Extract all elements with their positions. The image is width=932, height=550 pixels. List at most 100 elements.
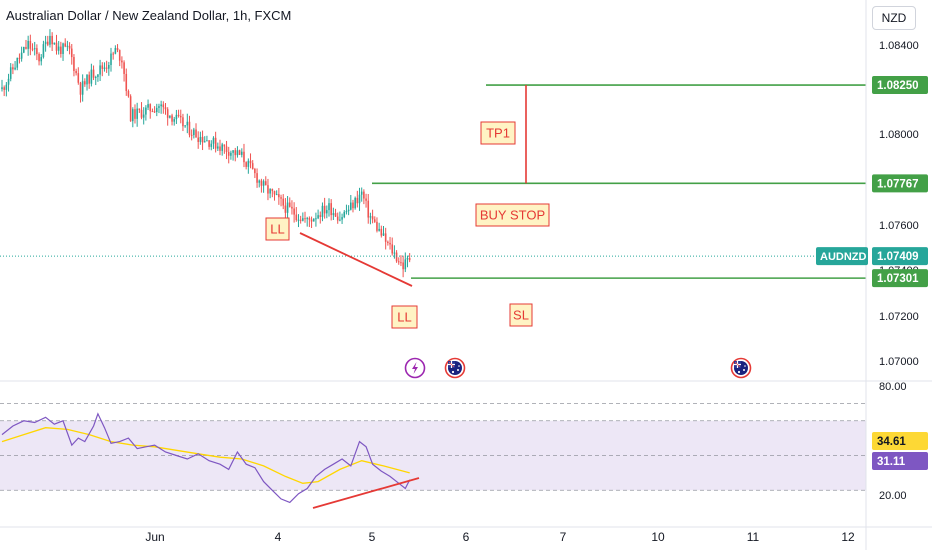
candle	[51, 32, 53, 52]
level-price-tag-bg	[872, 174, 928, 193]
candle-body	[1, 87, 3, 90]
candle	[179, 109, 182, 124]
candle-body	[382, 233, 385, 236]
candle	[49, 29, 51, 48]
candle	[243, 143, 245, 168]
candle	[186, 113, 189, 134]
candle-body	[49, 35, 51, 45]
candle	[241, 148, 243, 158]
candle	[247, 158, 250, 174]
candle	[347, 205, 350, 216]
candle-body	[136, 108, 138, 119]
event-au-flag-icon[interactable]	[730, 357, 752, 379]
candle-body	[64, 43, 67, 47]
candle	[393, 245, 396, 259]
candle-body	[343, 211, 346, 218]
candle	[182, 113, 184, 132]
candle-body	[158, 106, 160, 108]
candle-body	[369, 216, 372, 218]
candle	[382, 226, 385, 236]
candle-body	[108, 65, 110, 69]
candle-body	[193, 129, 195, 136]
time-tick-label: 7	[560, 530, 567, 544]
candle-body	[182, 117, 184, 127]
candle	[400, 255, 402, 267]
candle	[339, 211, 341, 222]
candle-body	[55, 42, 58, 51]
candle	[389, 236, 391, 250]
candle-body	[326, 210, 328, 214]
candle	[70, 44, 73, 65]
event-bolt-icon[interactable]	[404, 357, 426, 379]
candle-body	[312, 218, 315, 222]
candle	[282, 194, 285, 210]
candle-body	[186, 121, 189, 126]
candle	[55, 34, 58, 55]
candle	[23, 46, 25, 54]
candle-body	[90, 69, 93, 84]
candle	[27, 35, 29, 56]
candle	[149, 103, 152, 119]
candle-body	[227, 151, 230, 156]
candle-body	[315, 218, 317, 220]
candle	[408, 253, 411, 263]
candle-body	[94, 76, 97, 78]
currency-button[interactable]: NZD	[872, 6, 916, 30]
candle	[40, 54, 43, 66]
candle-body	[232, 150, 234, 153]
event-au-flag-icon-diag	[448, 361, 455, 368]
candle-body	[380, 228, 383, 236]
candle	[177, 109, 180, 118]
candle-body	[25, 47, 27, 49]
candle-body	[249, 160, 252, 164]
candle-body	[149, 104, 152, 112]
candle-body	[60, 46, 62, 54]
candle-body	[404, 259, 407, 270]
candle-body	[378, 228, 380, 231]
candle	[356, 190, 359, 208]
candle	[92, 65, 95, 81]
rsi-tick-label: 20.00	[879, 490, 907, 502]
candle-body	[184, 125, 186, 127]
candle	[302, 212, 304, 222]
candle-body	[299, 219, 302, 221]
candle	[73, 54, 75, 77]
candle	[162, 101, 165, 114]
candle	[365, 193, 367, 208]
event-au-flag-icon[interactable]	[444, 357, 466, 379]
candle-body	[302, 218, 304, 221]
candle-body	[384, 233, 387, 242]
candle-body	[51, 35, 53, 45]
ll-label-1-box	[265, 217, 290, 241]
candle-body	[297, 219, 300, 221]
candle-body	[132, 109, 134, 122]
candle-body	[73, 57, 75, 72]
candle	[184, 125, 186, 128]
candle	[269, 188, 271, 199]
candle	[206, 135, 208, 142]
candle	[376, 217, 378, 233]
candle	[123, 60, 125, 82]
candle-body	[236, 150, 239, 156]
candle	[406, 255, 409, 268]
level-price-tag-bg	[872, 269, 928, 288]
candle-body	[210, 143, 213, 147]
candle-body	[217, 146, 219, 149]
candle	[397, 257, 400, 265]
tp1-label-text: TP1	[486, 126, 510, 141]
candle-body	[310, 219, 313, 222]
candle-body	[44, 41, 47, 45]
candle-body	[291, 206, 293, 209]
candle-body	[171, 115, 173, 122]
candle-body	[376, 221, 378, 231]
candle	[62, 42, 64, 61]
candle-body	[40, 57, 43, 62]
candle-body	[23, 47, 25, 53]
candle-body	[199, 136, 202, 142]
candle-body	[304, 218, 306, 220]
level-price-tag-text: 1.07767	[877, 178, 919, 190]
candle-body	[129, 96, 132, 122]
candle-body	[284, 205, 287, 213]
candle	[125, 68, 128, 96]
